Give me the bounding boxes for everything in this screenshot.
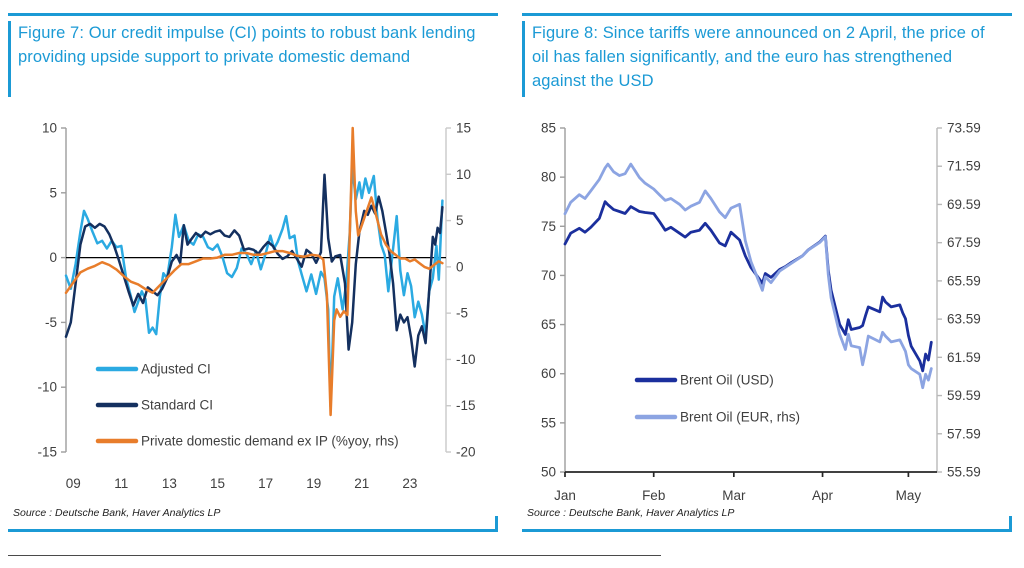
figure7-panel: Figure 7: Our credit impulse (CI) points… <box>8 0 498 560</box>
figure8-title-bar <box>522 21 525 97</box>
figure7-top-rule <box>8 13 498 16</box>
figure7-bottom-rule <box>8 529 498 532</box>
legend-label: Brent Oil (EUR, rhs) <box>680 410 800 425</box>
figure8-top-rule <box>522 13 1012 16</box>
series-line <box>563 162 933 390</box>
svg-text:13: 13 <box>162 476 177 491</box>
figure8-bottom-rule-tick <box>1009 516 1012 532</box>
series-line <box>64 173 444 368</box>
svg-text:67.59: 67.59 <box>947 235 981 250</box>
svg-text:0: 0 <box>456 259 464 274</box>
figure8-panel: Figure 8: Since tariffs were announced o… <box>522 0 1012 560</box>
svg-text:-10: -10 <box>37 380 57 395</box>
svg-text:57.59: 57.59 <box>947 426 981 441</box>
svg-text:0: 0 <box>49 250 57 265</box>
figure7-bottom-rule-tick <box>495 516 498 532</box>
svg-text:65.59: 65.59 <box>947 273 981 288</box>
svg-text:63.59: 63.59 <box>947 312 981 327</box>
svg-text:60: 60 <box>541 366 556 381</box>
svg-text:15: 15 <box>210 476 225 491</box>
svg-text:50: 50 <box>541 465 556 480</box>
svg-text:Feb: Feb <box>642 488 665 503</box>
svg-text:19: 19 <box>306 476 321 491</box>
svg-text:-5: -5 <box>45 315 57 330</box>
svg-text:17: 17 <box>258 476 273 491</box>
svg-text:55.59: 55.59 <box>947 465 981 480</box>
svg-text:-15: -15 <box>37 445 57 460</box>
svg-text:59.59: 59.59 <box>947 388 981 403</box>
legend-label: Adjusted CI <box>141 362 211 377</box>
svg-text:-20: -20 <box>456 445 476 460</box>
series-line <box>563 200 933 373</box>
svg-text:May: May <box>896 488 922 503</box>
series-line <box>64 126 444 417</box>
chart-svg-1: 85 80 75 70 65 60 55 50 73.59 71.59 69.59 67.59 65.5… <box>541 121 981 504</box>
svg-text:10: 10 <box>456 167 471 182</box>
svg-text:-15: -15 <box>456 398 476 413</box>
svg-text:15: 15 <box>456 121 471 136</box>
figure7-title-bar <box>8 21 11 97</box>
svg-text:70: 70 <box>541 268 556 283</box>
svg-text:85: 85 <box>541 121 556 136</box>
svg-text:73.59: 73.59 <box>947 121 981 136</box>
svg-text:61.59: 61.59 <box>947 350 981 365</box>
figure8-bottom-rule <box>522 529 1012 532</box>
svg-text:80: 80 <box>541 170 556 185</box>
series-line <box>64 164 444 408</box>
figure8-chart: 85 80 75 70 65 60 55 50 73.59 71.59 69.59 67.59 65.5… <box>514 108 1024 511</box>
svg-text:-10: -10 <box>456 352 476 367</box>
legend-label: Brent Oil (USD) <box>680 373 774 388</box>
svg-text:75: 75 <box>541 219 556 234</box>
svg-text:09: 09 <box>66 476 81 491</box>
figure8-source: Source : Deutsche Bank, Haver Analytics … <box>527 507 735 519</box>
svg-text:69.59: 69.59 <box>947 197 981 212</box>
svg-text:23: 23 <box>402 476 417 491</box>
svg-text:-5: -5 <box>456 306 468 321</box>
svg-text:65: 65 <box>541 317 556 332</box>
svg-text:10: 10 <box>42 121 57 136</box>
svg-text:11: 11 <box>114 476 128 491</box>
svg-text:5: 5 <box>456 213 464 228</box>
svg-text:55: 55 <box>541 415 556 430</box>
svg-text:Mar: Mar <box>722 488 746 503</box>
svg-text:5: 5 <box>49 185 57 200</box>
figure7-title: Figure 7: Our credit impulse (CI) points… <box>18 24 476 66</box>
svg-text:Apr: Apr <box>812 488 834 503</box>
svg-text:Jan: Jan <box>554 488 576 503</box>
figure8-title: Figure 8: Since tariffs were announced o… <box>532 24 985 90</box>
svg-text:71.59: 71.59 <box>947 159 981 174</box>
figure7-chart: 10 5 0 -5 -10 -15 15 10 5 0 -5 -10 -15 -20 09 11 13 15 17 1… <box>0 108 505 511</box>
page-footer-rule <box>8 555 661 556</box>
svg-text:21: 21 <box>354 476 369 491</box>
chart-svg-0: 10 5 0 -5 -10 -15 15 10 5 0 -5 -10 -15 -20 09 11 13 15 17 1… <box>37 121 476 492</box>
figure7-source: Source : Deutsche Bank, Haver Analytics … <box>13 507 221 519</box>
legend-label: Standard CI <box>141 398 213 413</box>
legend-label: Private domestic demand ex IP (%yoy, rhs… <box>141 434 399 449</box>
